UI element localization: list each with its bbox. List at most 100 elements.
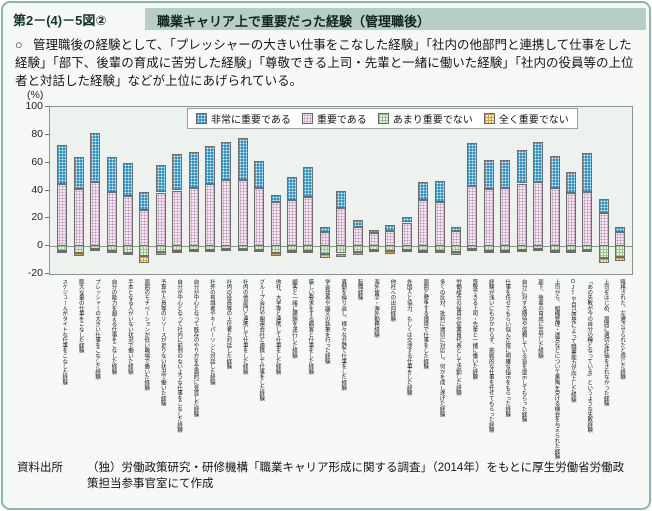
bar-segment-not-very-important	[451, 245, 461, 253]
bar-segment-not-at-all-important	[483, 250, 494, 253]
bar-segment-important	[418, 200, 429, 247]
category-label: 尊敬できる上司・先輩と一緒に働いた経験	[471, 279, 478, 380]
bar-segment-very-important	[549, 155, 560, 188]
bar-segment-not-very-important	[385, 245, 396, 252]
bar-segment-important	[582, 191, 593, 247]
bar-segment-important	[369, 232, 379, 247]
y-tick-mark	[45, 273, 49, 274]
legend-label: 重要である	[316, 115, 367, 126]
bar-segment-not-at-all-important	[254, 250, 265, 252]
bar-segment-not-at-all-important	[319, 254, 330, 258]
legend-label: 全く重要でない	[498, 115, 569, 126]
bar-segment-not-at-all-important	[467, 249, 478, 252]
bar-segment-very-important	[500, 159, 511, 188]
category-label: 上司をはじめ、周囲に適切な評価をされなかった経験	[602, 279, 609, 407]
bar-segment-not-at-all-important	[615, 257, 626, 262]
category-label: 異動を繰り返し、様々な分野で仕事をした経験	[340, 279, 347, 391]
figure-code: 第2－(4)－5図②	[13, 13, 107, 28]
bar-segment-important	[73, 189, 84, 247]
figure-header: 第2－(4)－5図② 職業キャリア上で重要だった経験（管理職後）	[3, 8, 649, 30]
category-label: 膨大な量の仕事をこなした経験	[77, 279, 84, 354]
bar-segment-very-important	[582, 152, 593, 192]
bar-segment-very-important	[516, 150, 527, 184]
y-tick-mark	[45, 161, 49, 163]
bar-segment-not-at-all-important	[90, 249, 101, 252]
bar-segment-not-very-important	[516, 245, 527, 251]
bar-segment-not-very-important	[303, 245, 314, 251]
bar-segment-not-very-important	[336, 245, 347, 254]
bar-segment-not-very-important	[418, 245, 429, 252]
bar-segment-very-important	[451, 226, 461, 231]
bar-segment-important	[221, 180, 232, 247]
category-label: OJTや自己啓発によって職業能力が向上した経験	[569, 279, 576, 403]
bar-segment-not-at-all-important	[401, 250, 412, 253]
category-label: 経験が浅いにもかかわらず、挑戦的な仕事を任せてもらった経験	[487, 279, 494, 433]
bar-segment-not-very-important	[139, 245, 150, 257]
bar-segment-not-very-important	[57, 245, 68, 252]
bar-segment-very-important	[106, 157, 117, 192]
y-tick-label: 20	[31, 211, 43, 224]
bar-segment-not-very-important	[122, 245, 133, 253]
bar-segment-important	[90, 182, 101, 247]
category-label: 降格された、左遷させられたと感じた経験	[619, 279, 626, 380]
legend-swatch-icon	[196, 113, 207, 124]
bar-segment-important	[483, 189, 494, 247]
summary-paragraph: ○ 管理職後の経験として、「プレッシャーの大きい仕事をこなした経験」「社内の他部…	[15, 36, 639, 90]
bar-segment-very-important	[254, 161, 265, 188]
category-label: 多くの反対、批判に適切に対応し、何かを成し遂げた経験	[438, 279, 445, 417]
bar-segment-very-important	[237, 137, 248, 180]
bar-segment-important	[352, 226, 363, 247]
bar-segment-not-very-important	[287, 245, 297, 251]
bar-segment-very-important	[565, 172, 576, 194]
category-label: 仕事を任せてもらい悩んだ際に明確な指示をもらった経験	[504, 279, 511, 417]
figure-title-band: 職業キャリア上で重要だった経験（管理職後）	[145, 8, 646, 30]
figure-title: 職業キャリア上で重要だった経験（管理職後）	[157, 14, 431, 29]
category-label: 自分の能力を超える仕事をこなした経験	[110, 279, 117, 375]
bar-segment-important	[401, 222, 412, 247]
legend-label: 非常に重要である	[211, 115, 291, 126]
bar-segment-very-important	[336, 190, 347, 208]
bar-segment-not-at-all-important	[204, 250, 215, 252]
plot-area	[49, 106, 633, 275]
bar-segment-not-at-all-important	[549, 250, 560, 253]
bar-segment-not-at-all-important	[172, 250, 183, 253]
bar-segment-not-very-important	[204, 245, 215, 251]
bar-segment-very-important	[188, 151, 199, 189]
legend-item: あまり重要でない	[377, 111, 473, 126]
category-label: 部下、後輩の育成に苦労した経験	[537, 279, 543, 359]
bar-segment-not-very-important	[172, 245, 183, 251]
legend-swatch-icon	[301, 113, 313, 124]
bar-segment-not-very-important	[500, 245, 511, 251]
bar-segment-not-at-all-important	[451, 252, 461, 255]
y-tick-mark	[45, 189, 49, 191]
category-label: 学会発表や論文の執筆を行った経験	[323, 279, 330, 364]
bar-segment-not-very-important	[467, 245, 478, 250]
bar-segment-not-very-important	[73, 245, 84, 253]
bar-segment-very-important	[204, 146, 215, 184]
bar-segment-important	[57, 183, 68, 247]
y-tick-mark	[45, 217, 49, 219]
category-label: 労働組合の役員や従業員代表として活動した経験	[455, 279, 461, 396]
bar-segment-very-important	[319, 226, 330, 233]
bar-segment-not-at-all-important	[516, 250, 527, 252]
bar-segment-important	[615, 232, 626, 247]
category-label: 他社、大学等と連携して仕事をした経験	[274, 279, 281, 375]
category-label: 手本となる人がいない状況で働いた経験	[126, 279, 133, 375]
summary-text: 管理職後の経験として、「プレッシャーの大きい仕事をこなした経験」「社内の他部門と…	[15, 38, 634, 89]
bar-segment-important	[434, 201, 445, 247]
bar-segment-not-very-important	[352, 245, 363, 253]
bar-segment-important	[172, 190, 183, 247]
bar-segment-important	[155, 192, 166, 247]
bar-segment-not-very-important	[434, 245, 445, 251]
category-label: 「あの失敗が今の自分の糧となっている」というような失敗経験	[586, 279, 593, 433]
bar-segment-not-at-all-important	[287, 250, 297, 253]
bar-segment-not-very-important	[549, 245, 560, 251]
bar-segment-not-very-important	[106, 245, 117, 252]
bar-segment-not-very-important	[254, 245, 265, 251]
bar-segment-important	[254, 187, 265, 247]
bar-segment-very-important	[122, 162, 133, 197]
bar-segment-not-at-all-important	[122, 252, 133, 255]
bar-segment-very-important	[401, 216, 412, 223]
bar-segment-important	[237, 180, 248, 247]
